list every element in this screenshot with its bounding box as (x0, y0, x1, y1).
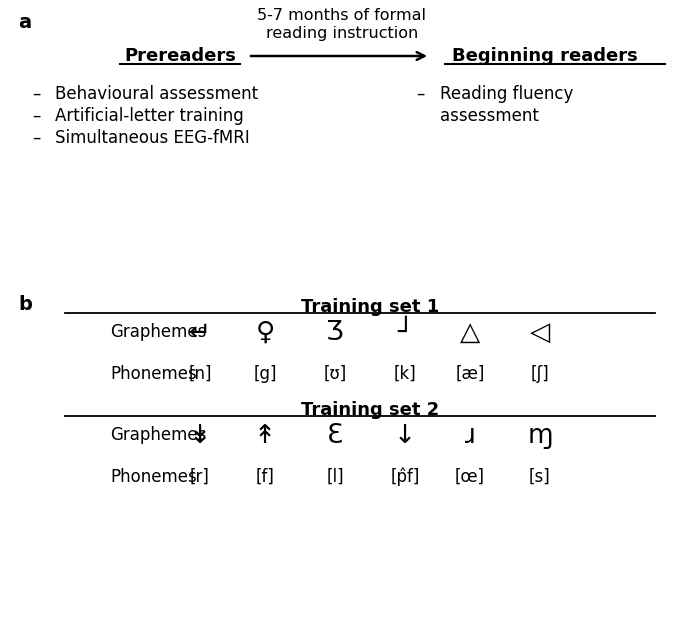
Text: ◁: ◁ (530, 320, 550, 346)
Text: [æ]: [æ] (456, 365, 485, 383)
Text: –: – (32, 85, 40, 103)
Text: [p̂f]: [p̂f] (390, 468, 420, 487)
Text: [ʊ]: [ʊ] (323, 365, 347, 383)
Text: ↟: ↟ (254, 423, 276, 449)
Text: Graphemes: Graphemes (110, 426, 206, 444)
Text: Training set 1: Training set 1 (301, 298, 439, 316)
Text: Reading fluency: Reading fluency (440, 85, 573, 103)
Text: assessment: assessment (440, 107, 539, 125)
Text: Training set 2: Training set 2 (301, 401, 439, 419)
Text: [n]: [n] (188, 365, 212, 383)
Text: –: – (32, 129, 40, 147)
Text: ↓: ↓ (394, 423, 416, 449)
Text: ♀: ♀ (256, 320, 275, 346)
FancyArrowPatch shape (251, 52, 425, 60)
Text: Prereaders: Prereaders (124, 47, 236, 65)
Text: reading instruction: reading instruction (266, 26, 418, 41)
Text: [l]: [l] (326, 468, 344, 486)
Text: Graphemes: Graphemes (110, 323, 206, 341)
Text: ↵: ↵ (189, 320, 211, 346)
Text: ┘: ┘ (397, 320, 413, 346)
Text: Ʒ: Ʒ (326, 320, 344, 346)
Text: –: – (416, 85, 425, 103)
Text: [œ]: [œ] (455, 468, 485, 486)
Text: [k]: [k] (394, 365, 416, 383)
Text: Phonemes: Phonemes (110, 468, 197, 486)
Text: b: b (18, 295, 32, 314)
Text: 5-7 months of formal: 5-7 months of formal (258, 8, 427, 23)
Text: [r]: [r] (190, 468, 210, 486)
Text: Simultaneous EEG-fMRI: Simultaneous EEG-fMRI (55, 129, 250, 147)
Text: ɹ: ɹ (464, 423, 475, 449)
Text: Ɛ: Ɛ (327, 423, 343, 449)
Text: ↡: ↡ (189, 423, 211, 449)
Text: [ʃ]: [ʃ] (531, 365, 549, 383)
Text: a: a (18, 13, 31, 32)
Text: Artificial-letter training: Artificial-letter training (55, 107, 244, 125)
Text: △: △ (460, 320, 480, 346)
Text: Behavioural assessment: Behavioural assessment (55, 85, 258, 103)
Text: Phonemes: Phonemes (110, 365, 197, 383)
Text: [f]: [f] (256, 468, 275, 486)
Text: –: – (32, 107, 40, 125)
Text: ɱ: ɱ (527, 423, 553, 449)
Text: Beginning readers: Beginning readers (452, 47, 638, 65)
Text: [g]: [g] (253, 365, 277, 383)
Text: [s]: [s] (529, 468, 551, 486)
